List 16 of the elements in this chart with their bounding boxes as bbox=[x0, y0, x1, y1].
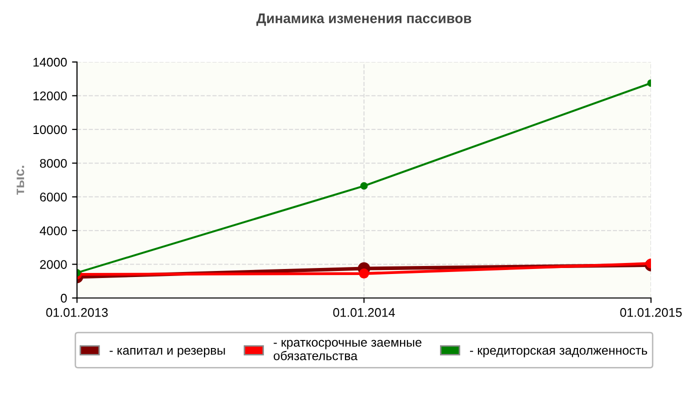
y-tick-label: 10000 bbox=[33, 125, 67, 134]
y-axis-title: тыс. bbox=[16, 166, 24, 195]
y-tick-label: 12000 bbox=[33, 92, 67, 100]
x-tick-label: 01.01.2013 bbox=[46, 308, 108, 317]
x-tick-label: 01.01.2015 bbox=[620, 308, 682, 317]
y-tick-label: 0 bbox=[60, 294, 67, 303]
y-tick-label: 14000 bbox=[33, 58, 67, 67]
legend-label: - кредиторская задолженность bbox=[470, 348, 648, 358]
y-tick-label: 2000 bbox=[40, 260, 67, 269]
y-tick-label: 8000 bbox=[40, 158, 67, 168]
chart-title: Динамика изменения пассивов bbox=[256, 14, 472, 26]
legend-label: - краткосрочные заемные обязательства bbox=[274, 340, 422, 360]
y-tick-label: 6000 bbox=[40, 192, 67, 202]
y-tick-label: 4000 bbox=[40, 226, 67, 236]
legend-label: - капитал и резервы bbox=[110, 348, 225, 358]
x-tick-label: 01.01.2014 bbox=[333, 308, 395, 317]
